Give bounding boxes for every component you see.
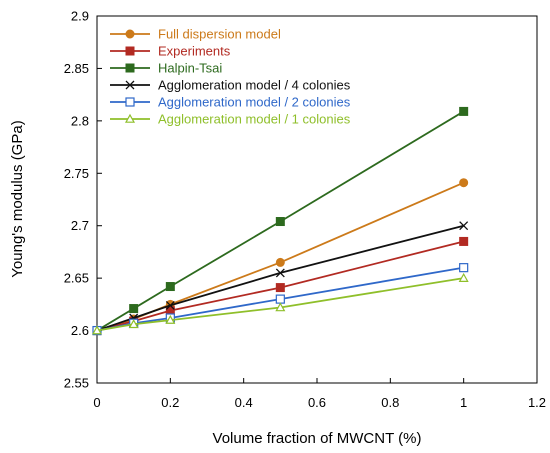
legend-item: Halpin-Tsai [110, 61, 222, 76]
legend-item: Full dispersion model [110, 27, 281, 42]
y-tick-label: 2.9 [71, 9, 89, 24]
legend-swatch-marker [125, 63, 135, 73]
data-point [275, 268, 285, 278]
legend-swatch-marker [125, 46, 135, 56]
series-layer [91, 106, 469, 336]
data-point [459, 178, 469, 188]
data-point [165, 282, 175, 292]
y-axis-label: Young's modulus (GPa) [9, 120, 26, 277]
x-tick-label: 0.2 [161, 395, 179, 410]
x-tick-label: 0 [93, 395, 100, 410]
data-point [91, 325, 103, 335]
legend-label: Halpin-Tsai [158, 61, 222, 76]
data-point [459, 236, 469, 246]
data-point [275, 257, 285, 267]
legend-swatch-marker [125, 97, 135, 107]
legend-swatch-marker [124, 113, 136, 123]
series-6 [91, 272, 469, 335]
x-tick-label: 1.2 [528, 395, 546, 410]
data-point [129, 304, 139, 314]
axis-ticks: 0 0.2 0.4 0.6 0.8 1 1.2 2.55 2.6 2.65 2.7 2.75 2.8 2.… [64, 9, 546, 411]
y-tick-label: 2.55 [64, 376, 89, 391]
x-tick-label: 0.8 [381, 395, 399, 410]
y-tick-label: 2.75 [64, 166, 89, 181]
legend-item: Agglomeration model / 2 colonies [110, 95, 351, 110]
y-tick-label: 2.6 [71, 323, 89, 338]
x-tick-label: 0.4 [235, 395, 253, 410]
legend-label: Full dispersion model [158, 27, 281, 42]
data-point [275, 294, 285, 304]
x-tick-label: 1 [460, 395, 467, 410]
y-tick-label: 2.7 [71, 218, 89, 233]
data-point [165, 300, 175, 310]
x-tick-label: 0.6 [308, 395, 326, 410]
data-point [459, 263, 469, 273]
data-point [128, 319, 139, 329]
data-point [459, 221, 469, 231]
y-tick-label: 2.85 [64, 61, 89, 76]
legend-label: Experiments [158, 44, 231, 59]
data-point [459, 106, 469, 116]
data-point [275, 283, 285, 293]
legend: Full dispersion model Experiments Halpin-T… [110, 27, 351, 127]
legend-label: Agglomeration model / 4 colonies [158, 78, 351, 93]
x-axis-label: Volume fraction of MWCNT (%) [213, 430, 422, 447]
y-tick-label: 2.65 [64, 271, 89, 286]
data-point [275, 217, 285, 227]
legend-label: Agglomeration model / 2 colonies [158, 95, 351, 110]
legend-item: Experiments [110, 44, 231, 59]
legend-swatch-marker [125, 29, 135, 39]
y-tick-label: 2.8 [71, 113, 89, 128]
data-point [165, 314, 176, 324]
legend-item: Agglomeration model / 1 colonies [110, 112, 351, 127]
legend-item: Agglomeration model / 4 colonies [110, 78, 351, 93]
data-point [458, 272, 469, 282]
data-point [275, 302, 286, 312]
legend-label: Agglomeration model / 1 colonies [158, 112, 351, 127]
legend-swatch-marker [125, 80, 135, 90]
